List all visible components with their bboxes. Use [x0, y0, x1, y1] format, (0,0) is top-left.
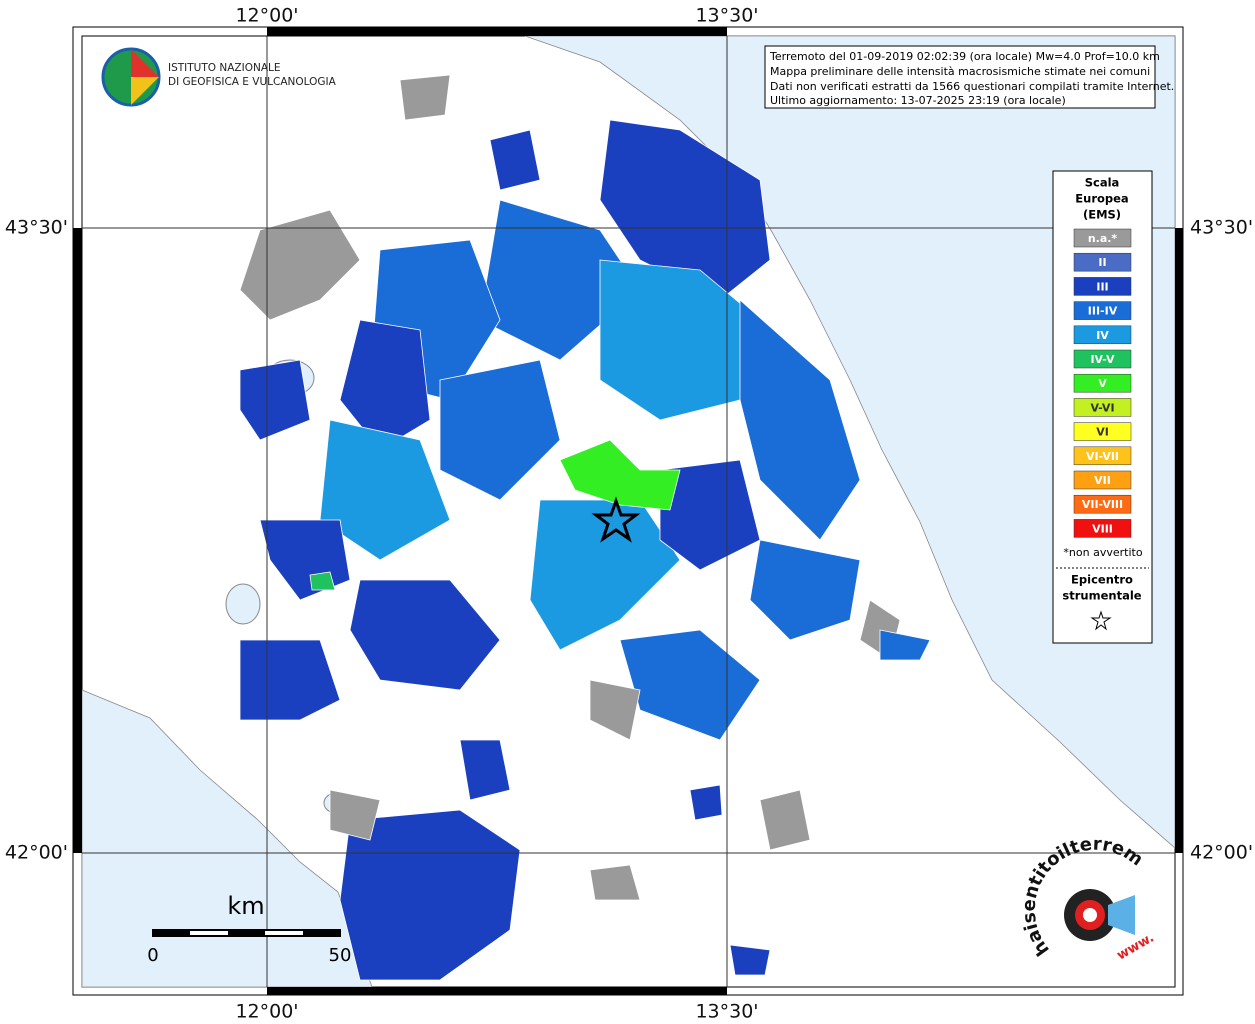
scale-bar: [303, 930, 340, 936]
area: [689, 784, 723, 821]
ingv-logo: [131, 77, 159, 105]
legend-swatch: [1073, 277, 1132, 296]
legend-swatch: [1073, 228, 1132, 248]
legend-swatch: [1073, 494, 1132, 514]
lake: [225, 583, 261, 625]
info-line: Mappa preliminare delle intensità macros…: [770, 65, 1150, 78]
legend-swatch: [1073, 325, 1132, 345]
area: [239, 639, 341, 721]
municipality-areas: [239, 74, 931, 981]
legend-label: V-VI: [1090, 401, 1114, 414]
area: [559, 439, 681, 511]
area: [349, 579, 501, 691]
legend-label: V: [1098, 377, 1107, 390]
area: [879, 629, 931, 661]
area: [759, 789, 811, 851]
tyrrhenian-sea: [81, 689, 373, 988]
logo-text: DI GEOFISICA E VULCANOLOGIA: [168, 76, 337, 88]
area: [589, 679, 641, 741]
info-line: Ultimo aggiornamento: 13-07-2025 23:19 (…: [770, 94, 1066, 107]
info-box: [764, 45, 1156, 109]
area: [399, 74, 451, 121]
legend-swatch: [1073, 519, 1132, 538]
watermark-logo: [1083, 908, 1097, 922]
area: [459, 739, 511, 801]
latitude-label: 42°00': [5, 842, 68, 864]
legend-star: [1090, 610, 1112, 631]
legend-swatch: [1073, 398, 1132, 417]
latitude-label: 43°30': [5, 217, 68, 239]
legend-label: VI-VII: [1086, 450, 1119, 463]
watermark-logo: [1108, 895, 1135, 935]
area: [319, 419, 451, 561]
longitude-label: 12°00': [235, 1001, 298, 1023]
logo-text: ISTITUTO NAZIONALE: [168, 62, 281, 74]
area: [589, 864, 641, 901]
legend-swatch: [1073, 349, 1132, 369]
legend-label: VIII: [1092, 522, 1113, 535]
scale-bar: [228, 930, 265, 936]
legend-epicenter: Epicentro: [1071, 573, 1133, 587]
area: [739, 299, 861, 541]
area: [239, 209, 361, 321]
legend-swatch: [1073, 301, 1132, 320]
legend-label: IV-V: [1090, 353, 1115, 366]
frame-bar: [267, 987, 727, 995]
area: [439, 359, 561, 501]
legend-label: VII: [1094, 474, 1111, 487]
longitude-label: 13°30': [695, 5, 758, 27]
legend-label: IV: [1096, 329, 1109, 342]
epicenter-star: [591, 496, 641, 543]
area: [239, 359, 311, 441]
latitude-label: 42°00': [1190, 842, 1253, 864]
legend-epicenter: strumentale: [1062, 589, 1141, 603]
area: [729, 944, 771, 976]
graticule: [82, 36, 1175, 987]
legend-swatch: [1073, 446, 1132, 466]
legend-label: VI: [1096, 426, 1109, 439]
area: [489, 129, 541, 191]
frame-bar: [1175, 228, 1183, 853]
legend-label: III-IV: [1088, 305, 1118, 318]
legend-label: VII-VIII: [1082, 498, 1123, 511]
longitude-label: 13°30': [695, 1001, 758, 1023]
legend-swatch: [1073, 252, 1132, 272]
area: [749, 539, 861, 641]
legend-label: n.a.*: [1088, 232, 1118, 245]
legend-title: (EMS): [1083, 208, 1121, 222]
legend-swatch: [1073, 422, 1132, 441]
frame-bar: [267, 27, 727, 36]
longitude-label: 12°00': [235, 5, 298, 27]
scale-tick-label: 50: [329, 945, 352, 966]
ingv-logo: [131, 49, 159, 77]
frame-bar: [73, 228, 82, 853]
latitude-label: 43°30': [1190, 217, 1253, 239]
scale-tick-label: 0: [147, 945, 158, 966]
area: [329, 789, 381, 841]
info-line: Terremoto del 01-09-2019 02:02:39 (ora l…: [769, 50, 1160, 63]
legend-swatch: [1073, 373, 1132, 393]
legend-title: Scala: [1085, 176, 1120, 190]
area: [339, 319, 431, 451]
scale-bar: [153, 930, 190, 936]
legend-label: II: [1098, 256, 1106, 269]
area: [309, 571, 336, 591]
info-line: Dati non verificati estratti da 1566 que…: [770, 80, 1174, 93]
legend-note: *non avvertito: [1063, 546, 1142, 559]
legend-label: III: [1096, 280, 1108, 293]
frame-bars: [73, 27, 1183, 995]
scale-unit: km: [227, 892, 264, 920]
legend: Scala Europea (EMS) *non avvertito Epice…: [1052, 170, 1153, 644]
legend-swatch: [1073, 470, 1132, 490]
legend-title: Europea: [1075, 192, 1128, 206]
